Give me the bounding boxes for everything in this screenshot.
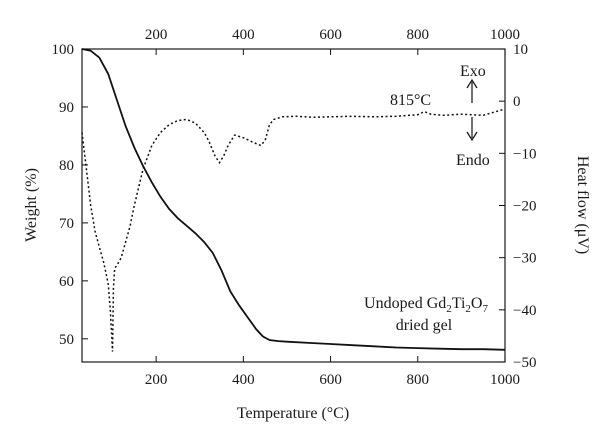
left-tick-label: 60 xyxy=(59,274,74,290)
endo-arrow xyxy=(466,117,478,142)
right-tick-label: −20 xyxy=(513,199,536,215)
top-axis-ticks: 200 400 600 800 1000 xyxy=(145,27,520,55)
left-tick-label: 100 xyxy=(52,42,75,58)
right-axis-ticks: 10 0 −10 −20 −30 −40 −50 xyxy=(499,42,536,371)
weight-series-line xyxy=(81,48,506,351)
bottom-tick-label: 200 xyxy=(145,372,168,388)
left-tick-label: 50 xyxy=(59,332,74,348)
sample-label-line2: dried gel xyxy=(396,317,453,334)
bottom-tick-label: 800 xyxy=(407,372,430,388)
top-tick-label: 400 xyxy=(232,27,255,43)
bottom-tick-label: 600 xyxy=(319,372,342,388)
right-tick-label: −30 xyxy=(513,251,536,267)
left-tick-label: 70 xyxy=(59,216,74,232)
bottom-tick-label: 1000 xyxy=(490,372,520,388)
right-tick-label: −40 xyxy=(513,303,536,319)
plot-frame xyxy=(81,48,506,363)
heat-flow-series-line xyxy=(81,108,506,352)
right-tick-label: 10 xyxy=(513,42,528,58)
bottom-axis-ticks: 200 400 600 800 1000 xyxy=(145,356,520,388)
left-axis-ticks: 50 60 70 80 90 100 xyxy=(52,42,88,348)
endo-label: Endo xyxy=(456,152,490,169)
left-y-axis-title: Weight (%) xyxy=(23,168,40,242)
left-tick-label: 80 xyxy=(59,158,74,174)
exo-arrow xyxy=(466,78,478,103)
right-tick-label: 0 xyxy=(513,94,521,110)
peak-annotation: 815°C xyxy=(390,92,431,109)
top-tick-label: 600 xyxy=(319,27,342,43)
x-axis-title: Temperature (°C) xyxy=(237,405,349,422)
right-tick-label: −50 xyxy=(513,355,536,371)
sample-label-line1: Undoped Gd2Ti2O7 xyxy=(364,295,488,315)
bottom-tick-label: 400 xyxy=(232,372,255,388)
top-tick-label: 1000 xyxy=(490,27,520,43)
left-tick-label: 90 xyxy=(59,100,74,116)
top-tick-label: 200 xyxy=(145,27,168,43)
top-tick-label: 800 xyxy=(407,27,430,43)
right-tick-label: −10 xyxy=(513,146,536,162)
exo-label: Exo xyxy=(460,63,486,80)
right-y-axis-title: Heat flow (μV) xyxy=(574,156,591,254)
